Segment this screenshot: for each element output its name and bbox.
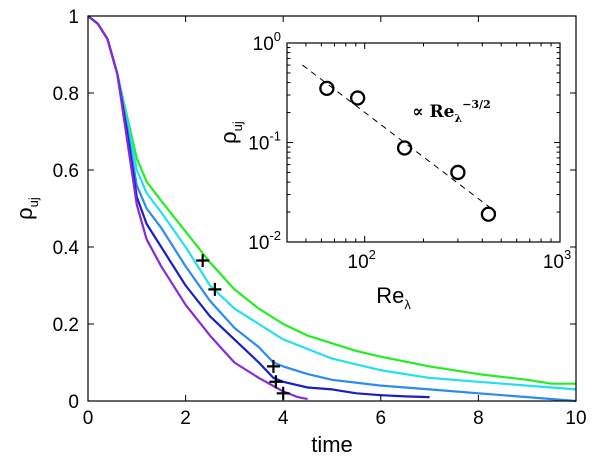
main-markers	[196, 253, 290, 400]
main-y-tick-label: 1	[68, 7, 79, 28]
inset-x-tick-label-base: 10	[348, 252, 369, 273]
inset-y-tick-label: 100	[253, 29, 281, 55]
inset-points	[319, 80, 497, 222]
main-plus-marker	[269, 375, 283, 389]
main-y-tick-label: 0.2	[53, 315, 79, 336]
inset-x-axis-label-base: Re	[376, 283, 404, 308]
main-series-line-5	[87, 15, 308, 401]
main-y-tick-label: 0.8	[53, 84, 79, 105]
inset-x-axis-label-sub: λ	[404, 297, 411, 312]
inset-y-axis-label-sub: uj	[230, 121, 245, 131]
inset-x-tick-label-exp: 3	[564, 247, 571, 262]
main-x-tick-label: 6	[376, 408, 387, 429]
inset-x-tick-label-exp: 2	[369, 247, 376, 262]
inset-data-point	[396, 140, 413, 156]
main-y-tick-label: 0	[68, 392, 79, 413]
main-x-tick-label: 0	[83, 408, 94, 429]
main-y-axis-label-base: ρ	[12, 207, 37, 220]
main-plus-marker	[208, 282, 222, 296]
inset-x-tick-label-base: 10	[543, 252, 564, 273]
inset-annotation-sup: −3/2	[462, 98, 491, 111]
main-plus-marker	[196, 253, 210, 267]
main-axes-frame	[87, 15, 577, 402]
main-y-tick-label: 0.6	[53, 161, 79, 182]
main-x-axis-label: time	[311, 432, 353, 457]
main-x-tick-label: 4	[278, 408, 289, 429]
main-y-tick-label: 0.4	[53, 238, 80, 259]
inset-y-tick-label-base: 10	[248, 134, 269, 155]
inset-x-tick-label: 102	[348, 247, 376, 273]
inset-data-point	[349, 90, 366, 106]
main-x-tick-label: 8	[473, 408, 484, 429]
inset-y-tick-label-exp: -2	[269, 228, 281, 243]
inset-y-tick-label-base: 10	[253, 34, 274, 55]
inset-annotation-prefix: ∝	[412, 102, 423, 122]
inset-y-tick-label-base: 10	[248, 233, 269, 254]
inset-background	[287, 43, 560, 242]
inset-y-axis-label: ρuj	[216, 121, 245, 144]
inset-y-tick-label-exp: 0	[274, 29, 281, 44]
inset-x-tick-label: 103	[543, 247, 571, 273]
inset-data-point	[319, 80, 335, 97]
inset-fit-line	[302, 64, 497, 213]
inset-annotation-sub: λ	[454, 112, 462, 125]
main-x-tick-label: 2	[180, 408, 191, 429]
inset-data-point	[480, 206, 497, 222]
main-series-lines	[87, 15, 577, 403]
inset-y-tick-label: 10-2	[248, 228, 281, 254]
inset-y-tick-label-exp: -1	[269, 129, 281, 144]
main-x-tick-label: 10	[565, 408, 586, 429]
inset-x-axis-label: Reλ	[376, 283, 411, 312]
main-plus-marker	[266, 359, 280, 373]
inset-y-axis-label-base: ρ	[216, 131, 241, 144]
inset-y-tick-label: 10-1	[248, 129, 281, 155]
inset-annotation-base: Re	[430, 102, 455, 122]
main-y-axis-label: ρuj	[12, 197, 41, 220]
inset-data-point	[450, 164, 466, 181]
main-y-axis-label-sub: uj	[26, 197, 41, 207]
inset-annotation: ∝ Reλ−3/2	[412, 98, 491, 125]
